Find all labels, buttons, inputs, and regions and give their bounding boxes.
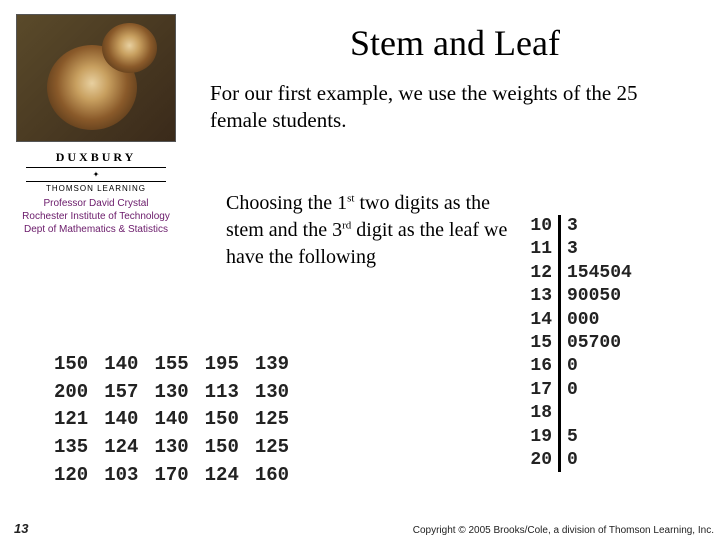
stemleaf-row: 18 <box>530 402 638 425</box>
stem-value: 17 <box>530 379 558 402</box>
stem-value: 14 <box>530 309 558 332</box>
stemleaf-row: 14000 <box>530 309 638 332</box>
leaf-value <box>558 402 638 425</box>
table-cell: 130 <box>154 380 202 406</box>
stemleaf-row: 170 <box>530 379 638 402</box>
table-cell: 140 <box>154 407 202 433</box>
table-cell: 124 <box>205 463 253 489</box>
leaf-value: 0 <box>558 449 638 472</box>
table-cell: 195 <box>205 352 253 378</box>
leaf-value: 154504 <box>558 262 638 285</box>
leaf-value: 90050 <box>558 285 638 308</box>
table-cell: 150 <box>205 407 253 433</box>
table-cell: 139 <box>255 352 303 378</box>
stemleaf-row: 160 <box>530 355 638 378</box>
raw-data-table: 1501401551951392001571301131301211401401… <box>52 350 305 490</box>
table-cell: 125 <box>255 435 303 461</box>
page-number: 13 <box>14 521 28 536</box>
mushroom-icon <box>102 23 157 73</box>
stem-value: 10 <box>530 215 558 238</box>
table-cell: 160 <box>255 463 303 489</box>
stem-value: 18 <box>530 402 558 425</box>
stem-value: 19 <box>530 426 558 449</box>
table-cell: 140 <box>104 407 152 433</box>
star-icon: ✦ <box>16 170 176 179</box>
explain-pre: Choosing the 1 <box>226 192 347 214</box>
professor-line: Professor David Crystal <box>16 197 176 210</box>
table-cell: 125 <box>255 407 303 433</box>
table-cell: 155 <box>154 352 202 378</box>
stemleaf-row: 1505700 <box>530 332 638 355</box>
divider <box>26 167 166 168</box>
table-cell: 121 <box>54 407 102 433</box>
slide-title: Stem and Leaf <box>210 22 700 64</box>
publisher-image <box>16 14 176 142</box>
dept-line: Dept of Mathematics & Statistics <box>16 223 176 236</box>
table-cell: 135 <box>54 435 102 461</box>
table-row: 150140155195139 <box>54 352 303 378</box>
table-cell: 150 <box>54 352 102 378</box>
stem-value: 13 <box>530 285 558 308</box>
leaf-value: 05700 <box>558 332 638 355</box>
intro-text: For our first example, we use the weight… <box>210 80 670 135</box>
table-cell: 200 <box>54 380 102 406</box>
table-cell: 124 <box>104 435 152 461</box>
table-cell: 113 <box>205 380 253 406</box>
explain-text: Choosing the 1st two digits as the stem … <box>226 190 516 271</box>
publisher-brand: DUXBURY <box>16 150 176 165</box>
stemleaf-row: 12154504 <box>530 262 638 285</box>
table-cell: 150 <box>205 435 253 461</box>
table-row: 120103170124160 <box>54 463 303 489</box>
stemleaf-row: 103 <box>530 215 638 238</box>
leaf-value: 5 <box>558 426 638 449</box>
copyright-text: Copyright © 2005 Brooks/Cole, a division… <box>413 525 714 536</box>
stem-value: 20 <box>530 449 558 472</box>
sup-rd: rd <box>342 219 351 231</box>
stem-value: 11 <box>530 238 558 261</box>
publisher-sub: THOMSON LEARNING <box>16 184 176 193</box>
table-row: 121140140150125 <box>54 407 303 433</box>
institute-line: Rochester Institute of Technology <box>16 210 176 223</box>
divider <box>26 181 166 182</box>
table-cell: 170 <box>154 463 202 489</box>
table-cell: 120 <box>54 463 102 489</box>
stemleaf-row: 200 <box>530 449 638 472</box>
leaf-value: 3 <box>558 215 638 238</box>
leaf-value: 3 <box>558 238 638 261</box>
leaf-value: 0 <box>558 379 638 402</box>
stem-value: 12 <box>530 262 558 285</box>
table-row: 200157130113130 <box>54 380 303 406</box>
publisher-block: DUXBURY ✦ THOMSON LEARNING Professor Dav… <box>16 150 176 236</box>
table-row: 135124130150125 <box>54 435 303 461</box>
table-cell: 130 <box>154 435 202 461</box>
table-cell: 157 <box>104 380 152 406</box>
stem-value: 15 <box>530 332 558 355</box>
table-cell: 103 <box>104 463 152 489</box>
stemleaf-row: 1390050 <box>530 285 638 308</box>
leaf-value: 0 <box>558 355 638 378</box>
stem-leaf-plot: 1031131215450413900501400015057001601701… <box>530 215 638 472</box>
table-cell: 130 <box>255 380 303 406</box>
leaf-value: 000 <box>558 309 638 332</box>
table-cell: 140 <box>104 352 152 378</box>
stem-value: 16 <box>530 355 558 378</box>
stemleaf-row: 113 <box>530 238 638 261</box>
stemleaf-row: 195 <box>530 426 638 449</box>
